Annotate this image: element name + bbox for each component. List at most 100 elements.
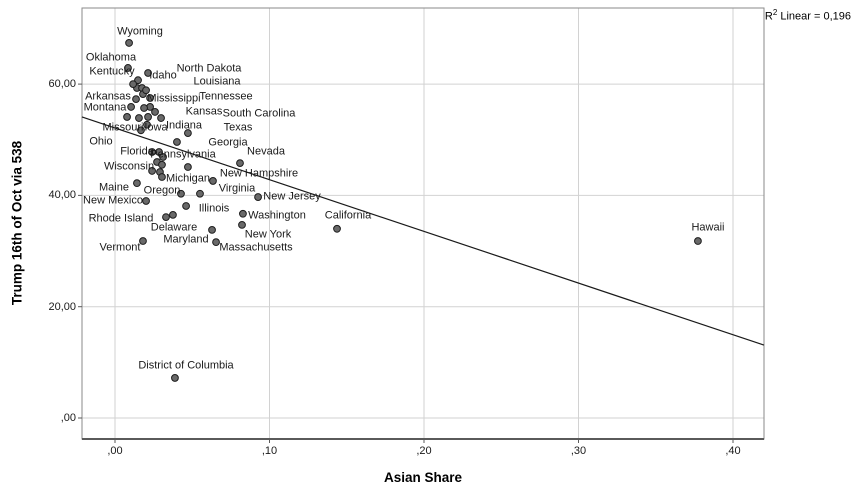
data-point xyxy=(123,113,131,121)
y-tick-label: 20,00 xyxy=(48,300,76,313)
state-label: Maine xyxy=(99,181,129,194)
data-point xyxy=(158,173,166,181)
x-tick-label: ,10 xyxy=(261,445,278,457)
state-label: Massachusetts xyxy=(219,241,293,254)
state-label: Texas xyxy=(223,121,253,134)
data-point xyxy=(209,177,217,185)
data-point xyxy=(694,237,702,245)
data-point xyxy=(184,129,192,137)
data-point xyxy=(184,163,192,171)
r2-text: Linear = 0,196 xyxy=(777,10,851,23)
state-label: Hawaii xyxy=(691,221,725,234)
state-label: Kansas xyxy=(185,105,223,118)
state-label: Nevada xyxy=(247,145,285,158)
r2-superscript: 2 xyxy=(772,8,778,17)
state-label: Missouri xyxy=(102,121,144,134)
state-label: South Carolina xyxy=(222,107,296,120)
data-point xyxy=(169,210,177,219)
state-label: New Jersey xyxy=(263,190,321,203)
state-label: North Dakota xyxy=(176,62,242,75)
data-point xyxy=(159,153,167,161)
x-tick-label: ,40 xyxy=(725,445,741,457)
state-label: Pennsylvania xyxy=(150,148,216,161)
state-label: Oklahoma xyxy=(85,51,137,64)
x-tick-label: ,00 xyxy=(107,445,123,457)
data-point xyxy=(208,226,216,234)
x-axis-title: Asian Share xyxy=(383,470,463,485)
data-point xyxy=(127,103,135,111)
data-point xyxy=(254,193,262,201)
state-label: Virginia xyxy=(218,182,256,195)
state-label: Oregon xyxy=(143,184,181,197)
data-point xyxy=(133,179,141,188)
r2-base: R xyxy=(764,10,773,23)
state-label: Illinois xyxy=(198,202,230,215)
data-point xyxy=(134,76,142,85)
data-point xyxy=(162,213,170,222)
data-point xyxy=(143,120,151,129)
data-point xyxy=(148,167,156,175)
data-point xyxy=(177,189,185,198)
state-label: New York xyxy=(244,228,292,241)
data-point xyxy=(137,126,145,135)
state-label: Montana xyxy=(83,101,127,114)
state-label: New Mexico xyxy=(83,194,143,207)
y-tick-label: 60,00 xyxy=(48,78,76,91)
state-label: Vermont xyxy=(99,241,141,254)
data-point xyxy=(333,224,341,233)
state-label: California xyxy=(324,209,372,222)
y-axis-title: Trump 16th of Oct via 538 xyxy=(9,140,25,306)
data-point xyxy=(124,64,132,72)
state-label: Kentucky xyxy=(89,65,135,78)
state-label: Florida xyxy=(120,145,154,158)
data-point xyxy=(173,138,181,146)
state-label: New Hampshire xyxy=(219,167,299,180)
data-point xyxy=(125,39,133,47)
y-tick-label: 40,00 xyxy=(48,189,76,202)
state-label: Mississippi xyxy=(147,92,201,105)
data-point xyxy=(212,238,220,247)
state-label: Tennessee xyxy=(199,90,253,103)
data-point xyxy=(142,86,150,95)
data-point xyxy=(144,69,152,77)
state-label: Arkansas xyxy=(85,90,131,103)
data-point xyxy=(151,108,159,116)
state-label: Delaware xyxy=(150,221,198,234)
state-label: Louisiana xyxy=(193,75,241,88)
x-tick-label: ,20 xyxy=(416,445,432,457)
data-point xyxy=(155,148,163,156)
data-point xyxy=(196,189,204,198)
data-point xyxy=(135,114,143,122)
r2-annotation: R2 Linear = 0,196 xyxy=(765,8,851,23)
state-label: Ohio xyxy=(89,135,113,148)
x-tick-label: ,30 xyxy=(570,445,587,457)
state-label: Michigan xyxy=(165,172,211,185)
state-label: Georgia xyxy=(208,136,248,149)
state-label: Rhode Island xyxy=(88,212,154,225)
data-point xyxy=(158,160,166,169)
data-point xyxy=(142,197,150,205)
data-point xyxy=(157,114,165,122)
data-point xyxy=(239,209,247,218)
data-point xyxy=(139,237,147,245)
data-point xyxy=(171,374,179,382)
data-point xyxy=(182,202,190,210)
data-point xyxy=(144,113,152,121)
regression-line xyxy=(81,116,765,346)
data-point xyxy=(146,94,154,102)
y-tick-label: ,00 xyxy=(60,412,76,424)
state-label: Wisconsin xyxy=(103,160,155,173)
state-label: District of Columbia xyxy=(138,359,234,372)
data-point xyxy=(236,159,244,168)
state-label: Maryland xyxy=(163,233,209,246)
state-label: Idaho xyxy=(149,69,177,82)
data-point xyxy=(238,220,246,229)
state-label: Washington xyxy=(248,209,306,222)
state-label: Indiana xyxy=(165,119,203,132)
data-point xyxy=(140,104,148,112)
data-point xyxy=(132,95,140,104)
state-label: Wyoming xyxy=(117,25,163,38)
data-point xyxy=(129,80,137,88)
